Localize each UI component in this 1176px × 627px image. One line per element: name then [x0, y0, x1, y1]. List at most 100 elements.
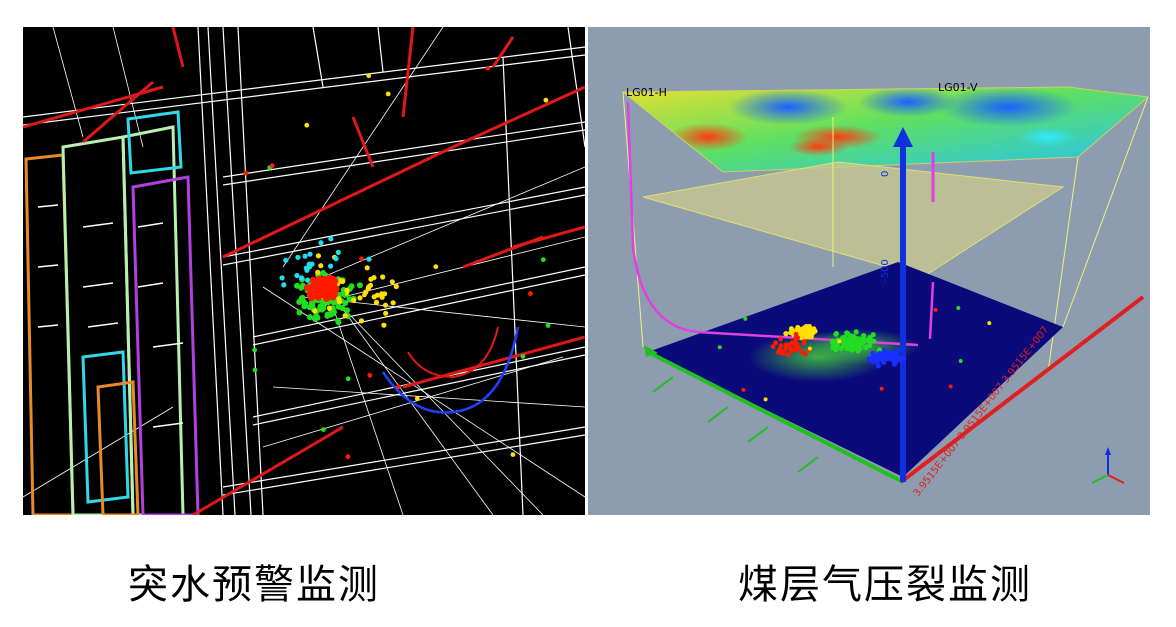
event-point — [318, 240, 324, 246]
event-point — [296, 309, 303, 316]
warning-contour-blue — [381, 326, 520, 414]
event-point — [340, 290, 346, 296]
x-axis-green — [644, 345, 904, 484]
event-point — [876, 347, 883, 353]
event-point — [373, 299, 380, 305]
event-point — [356, 282, 363, 289]
event-point — [315, 253, 321, 259]
event-point — [252, 367, 258, 373]
event-point — [801, 340, 807, 346]
event-point — [540, 257, 546, 263]
top-contour-plane — [623, 87, 1148, 172]
event-point — [351, 297, 357, 303]
event-point — [803, 334, 809, 340]
event-point — [344, 307, 351, 314]
event-point — [348, 283, 355, 290]
event-point — [837, 339, 842, 344]
event-point — [320, 290, 327, 298]
event-point — [307, 314, 313, 321]
event-point — [788, 348, 794, 354]
event-point — [368, 276, 374, 282]
event-point — [414, 396, 420, 402]
event-point — [803, 351, 808, 357]
event-point — [948, 384, 953, 389]
fracturing-3d-view-panel: 3.9515E+007 3.9515E+007 3.9515E+007 0 -5… — [588, 27, 1150, 515]
horizontal-well-trajectory — [626, 101, 919, 347]
event-point — [382, 302, 389, 308]
fracturing-3d-view: 3.9515E+007 3.9515E+007 3.9515E+007 0 -5… — [621, 81, 1150, 499]
event-point — [322, 280, 329, 288]
event-point — [783, 347, 788, 352]
event-point — [743, 316, 748, 321]
event-point — [880, 355, 886, 361]
event-point — [269, 163, 275, 169]
caption-cbm-fracturing-monitoring: 煤层气压裂监测 — [738, 562, 1032, 608]
event-point — [783, 342, 789, 347]
event-point — [326, 305, 332, 311]
event-point — [870, 350, 876, 356]
event-point — [956, 306, 961, 310]
event-point — [807, 346, 812, 351]
z-axis-blue: 0 -500 — [880, 127, 913, 482]
event-point — [510, 452, 516, 457]
event-point — [763, 397, 768, 402]
event-point — [381, 322, 387, 328]
event-point — [324, 312, 331, 319]
panel-hatching — [37, 204, 184, 428]
event-point — [344, 287, 350, 293]
event-point — [808, 334, 814, 340]
event-point — [328, 236, 334, 242]
event-point — [863, 344, 869, 350]
event-point — [958, 359, 963, 363]
event-point — [294, 272, 300, 279]
caption-water-inrush-monitoring: 突水预警监测 — [128, 562, 380, 608]
event-point — [313, 292, 320, 299]
event-point — [334, 317, 341, 324]
event-point — [829, 338, 836, 344]
event-point — [545, 323, 551, 328]
event-point — [243, 170, 249, 176]
event-point — [365, 286, 371, 292]
event-point — [383, 310, 389, 316]
event-point — [301, 303, 308, 310]
well-h-label: LG01-H — [626, 86, 667, 99]
event-point — [333, 256, 339, 262]
event-point — [345, 454, 351, 460]
event-point — [393, 283, 399, 290]
event-point — [891, 351, 897, 358]
event-point — [892, 359, 898, 365]
event-point — [295, 254, 301, 260]
event-point — [366, 256, 372, 262]
event-point — [366, 73, 372, 79]
event-point — [833, 346, 839, 353]
event-point — [335, 303, 342, 310]
event-point — [252, 347, 257, 353]
event-point — [875, 363, 881, 369]
event-point — [874, 359, 880, 365]
fracturing-events — [717, 306, 992, 402]
event-point — [305, 277, 311, 283]
event-point — [785, 352, 791, 358]
event-point — [741, 387, 746, 392]
event-point — [283, 257, 289, 263]
event-point — [337, 277, 343, 284]
event-point — [320, 301, 327, 308]
event-point — [804, 328, 810, 334]
event-point — [520, 354, 526, 359]
event-point — [901, 356, 907, 362]
event-point — [318, 263, 324, 269]
event-point — [279, 275, 285, 281]
event-point — [778, 343, 784, 348]
map-linework — [23, 27, 585, 515]
mine-plan-map-panel — [23, 27, 585, 515]
event-point — [303, 265, 309, 271]
event-point — [780, 351, 786, 356]
event-point — [844, 330, 851, 336]
microseismic-events — [243, 65, 551, 460]
event-point — [298, 295, 305, 302]
event-point — [298, 275, 305, 281]
warning-contour-red — [407, 326, 499, 379]
event-point — [314, 314, 321, 321]
event-point — [320, 275, 328, 283]
event-point — [869, 338, 875, 344]
